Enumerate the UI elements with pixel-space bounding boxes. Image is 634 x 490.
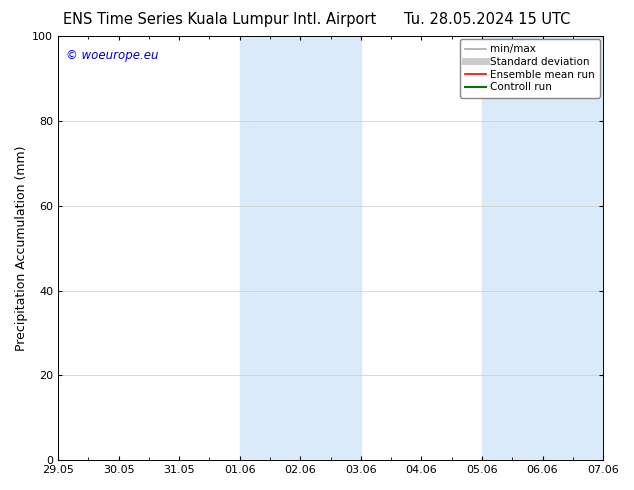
Text: © woeurope.eu: © woeurope.eu (66, 49, 158, 62)
Text: ENS Time Series Kuala Lumpur Intl. Airport      Tu. 28.05.2024 15 UTC: ENS Time Series Kuala Lumpur Intl. Airpo… (63, 12, 571, 27)
Bar (240, 36, 361, 460)
Bar (482, 36, 603, 460)
Y-axis label: Precipitation Accumulation (mm): Precipitation Accumulation (mm) (15, 146, 28, 351)
Legend: min/max, Standard deviation, Ensemble mean run, Controll run: min/max, Standard deviation, Ensemble me… (460, 39, 600, 98)
